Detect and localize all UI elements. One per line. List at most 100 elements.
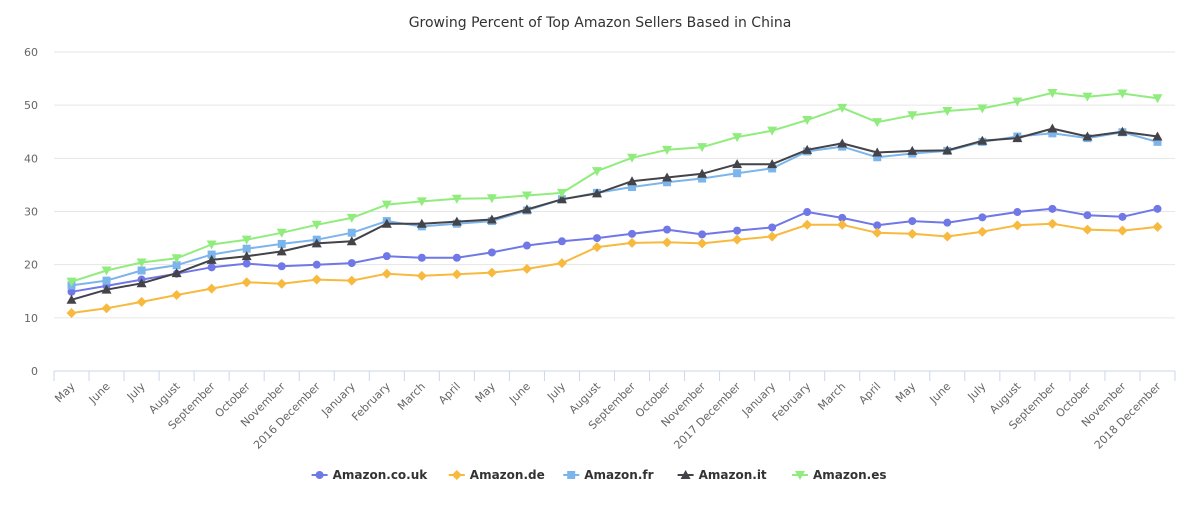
data-point[interactable] [207, 250, 216, 259]
data-point[interactable] [242, 244, 251, 253]
data-point[interactable] [381, 200, 392, 210]
data-point[interactable] [207, 263, 216, 272]
data-point[interactable] [1152, 221, 1163, 232]
data-point[interactable] [1048, 204, 1057, 213]
data-point[interactable] [1118, 212, 1127, 221]
data-point[interactable] [767, 126, 778, 136]
legend-item[interactable]: Amazon.de [448, 468, 545, 482]
data-point[interactable] [136, 296, 147, 307]
data-point[interactable] [802, 219, 813, 230]
data-point[interactable] [662, 237, 673, 248]
data-point[interactable] [417, 253, 426, 262]
data-point[interactable] [697, 238, 708, 249]
data-point[interactable] [732, 159, 743, 169]
data-point[interactable] [1083, 211, 1092, 220]
data-point[interactable] [977, 135, 988, 145]
data-point[interactable] [66, 294, 77, 304]
data-point[interactable] [206, 254, 217, 264]
data-point[interactable] [486, 214, 497, 224]
data-point[interactable] [978, 213, 987, 222]
data-point[interactable] [873, 221, 882, 230]
data-point[interactable] [101, 284, 112, 294]
data-point[interactable] [697, 168, 708, 178]
data-point[interactable] [873, 153, 882, 162]
data-point[interactable] [1153, 204, 1162, 213]
data-point[interactable] [242, 259, 251, 268]
data-point[interactable] [907, 145, 918, 155]
data-point[interactable] [907, 228, 918, 239]
data-point[interactable] [556, 258, 567, 269]
data-point[interactable] [241, 235, 252, 245]
data-point[interactable] [311, 220, 322, 230]
data-point[interactable] [346, 213, 357, 223]
data-point[interactable] [416, 218, 427, 228]
legend-item[interactable]: Amazon.es [792, 468, 887, 482]
data-point[interactable] [1152, 94, 1163, 104]
data-point[interactable] [837, 219, 848, 230]
data-point[interactable] [662, 172, 673, 182]
data-point[interactable] [452, 253, 461, 262]
data-point[interactable] [872, 147, 883, 157]
data-point[interactable] [908, 217, 917, 226]
data-point[interactable] [381, 218, 392, 228]
data-point[interactable] [556, 188, 567, 198]
data-point[interactable] [136, 278, 147, 288]
data-point[interactable] [556, 194, 567, 204]
data-point[interactable] [977, 226, 988, 237]
data-point[interactable] [1082, 131, 1093, 141]
data-point[interactable] [241, 251, 252, 261]
data-point[interactable] [837, 138, 848, 148]
data-point[interactable] [768, 223, 777, 232]
legend-item[interactable]: Amazon.fr [563, 468, 654, 482]
data-point[interactable] [66, 308, 77, 319]
data-point[interactable] [1013, 208, 1022, 217]
data-point[interactable] [311, 238, 322, 248]
data-point[interactable] [1012, 97, 1023, 107]
data-point[interactable] [521, 204, 532, 214]
data-point[interactable] [522, 241, 531, 250]
data-point[interactable] [942, 107, 953, 117]
data-point[interactable] [347, 228, 356, 237]
data-point[interactable] [137, 266, 146, 275]
data-point[interactable] [698, 174, 707, 183]
data-point[interactable] [241, 277, 252, 288]
data-point[interactable] [1012, 133, 1023, 143]
data-point[interactable] [66, 277, 77, 287]
data-point[interactable] [346, 236, 357, 246]
data-point[interactable] [907, 111, 918, 121]
data-point[interactable] [663, 225, 672, 234]
data-point[interactable] [627, 153, 638, 163]
data-point[interactable] [1117, 89, 1128, 99]
data-point[interactable] [347, 259, 356, 268]
data-point[interactable] [277, 262, 286, 271]
data-point[interactable] [872, 118, 883, 128]
data-point[interactable] [1153, 137, 1162, 146]
data-point[interactable] [591, 167, 602, 177]
data-point[interactable] [1082, 92, 1093, 102]
data-point[interactable] [312, 260, 321, 269]
data-point[interactable] [628, 183, 637, 192]
data-point[interactable] [206, 240, 217, 250]
data-point[interactable] [1048, 129, 1057, 138]
data-point[interactable] [1012, 220, 1023, 231]
data-point[interactable] [451, 194, 462, 204]
data-point[interactable] [697, 143, 708, 153]
data-point[interactable] [171, 289, 182, 300]
data-point[interactable] [311, 274, 322, 285]
data-point[interactable] [698, 230, 707, 239]
data-point[interactable] [1047, 218, 1058, 229]
data-point[interactable] [733, 226, 742, 235]
data-point[interactable] [802, 144, 813, 154]
data-point[interactable] [591, 242, 602, 253]
legend-item[interactable]: Amazon.co.uk [311, 468, 429, 482]
data-point[interactable] [802, 116, 813, 126]
data-point[interactable] [977, 104, 988, 114]
data-point[interactable] [557, 237, 566, 246]
data-point[interactable] [521, 191, 532, 201]
data-point[interactable] [942, 145, 953, 155]
data-point[interactable] [732, 234, 743, 245]
data-point[interactable] [1117, 225, 1128, 236]
data-point[interactable] [486, 267, 497, 278]
data-point[interactable] [943, 218, 952, 227]
data-point[interactable] [627, 176, 638, 186]
